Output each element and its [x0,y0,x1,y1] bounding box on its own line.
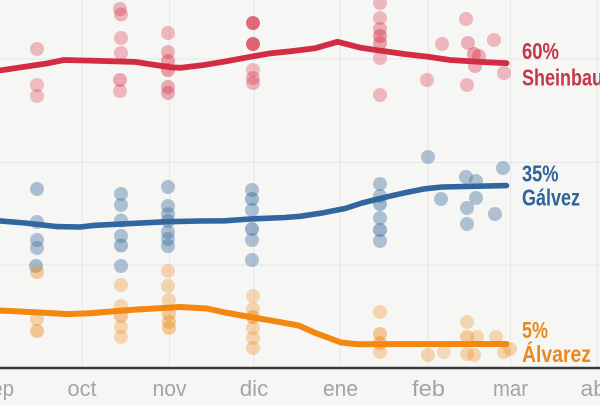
svg-text:dic: dic [240,376,269,400]
svg-text:sep: sep [0,376,14,400]
svg-text:oct: oct [68,376,97,400]
svg-text:mar: mar [493,376,528,400]
svg-text:abr: abr [581,376,600,400]
svg-text:Sheinbaum: Sheinbaum [522,65,600,91]
svg-text:feb: feb [412,376,445,400]
svg-text:5%: 5% [522,317,548,343]
svg-text:Gálvez: Gálvez [522,185,580,211]
svg-text:60%: 60% [522,38,559,64]
svg-text:nov: nov [153,376,187,400]
svg-text:ene: ene [323,376,358,400]
svg-text:35%: 35% [522,161,559,187]
svg-text:Álvarez: Álvarez [522,340,591,367]
